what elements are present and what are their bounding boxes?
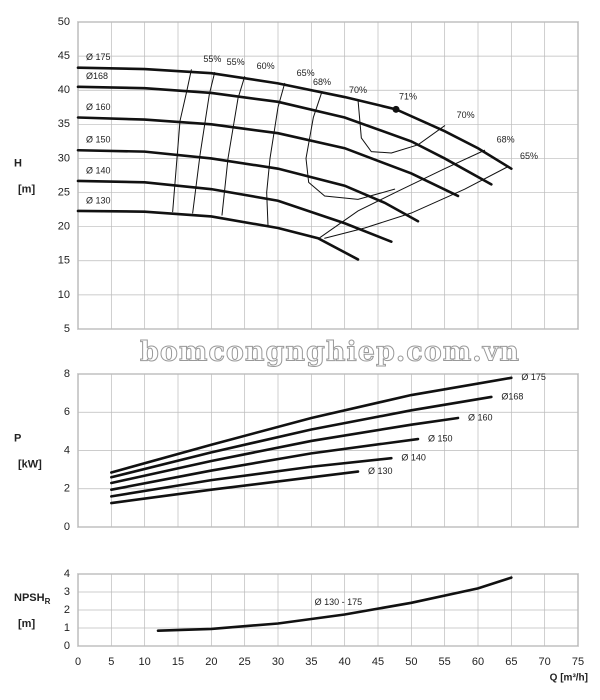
y-tick-label: 15	[58, 255, 70, 267]
y-tick-label: 6	[64, 406, 70, 418]
curve-label: Ø 160	[468, 412, 493, 422]
curve-label: Ø 175	[521, 372, 546, 382]
y-tick-label: 20	[58, 221, 70, 233]
x-tick-label: 10	[139, 656, 151, 668]
y-label-text: NPSH	[14, 592, 45, 604]
efficiency-curve	[324, 166, 509, 239]
curve-label: Ø 175	[86, 52, 111, 62]
curve-label: Ø 150	[428, 433, 453, 443]
y-tick-label: 50	[58, 16, 70, 28]
point-label: 71%	[399, 92, 417, 102]
y-label-sub: R	[45, 597, 51, 606]
y-axis-unit: [m]	[18, 183, 35, 195]
efficiency-label: 70%	[457, 110, 475, 120]
y-tick-label: 40	[58, 84, 70, 96]
best-efficiency-point	[392, 105, 400, 113]
efficiency-curve	[317, 149, 486, 240]
curve-label: Ø 160	[86, 102, 111, 112]
efficiency-label: 55%	[227, 57, 245, 67]
y-tick-label: 10	[58, 289, 70, 301]
y-tick-label: 0	[64, 640, 70, 652]
y-tick-label: 5	[64, 323, 70, 335]
curve	[110, 437, 420, 492]
y-tick-label: 4	[64, 568, 70, 580]
x-tick-label: 40	[339, 656, 351, 668]
x-tick-label: 20	[205, 656, 217, 668]
curve	[76, 209, 360, 261]
x-tick-label: 15	[172, 656, 184, 668]
x-tick-label: 75	[572, 656, 584, 668]
efficiency-label: 55%	[203, 54, 221, 64]
y-label-text: H	[14, 157, 22, 169]
efficiency-label: 68%	[313, 77, 331, 87]
efficiency-curve	[357, 99, 392, 154]
curve	[76, 66, 513, 170]
curve-label: Ø 140	[86, 165, 111, 175]
efficiency-label: 70%	[349, 85, 367, 95]
y-tick-label: 8	[64, 368, 70, 380]
y-tick-label: 1	[64, 622, 70, 634]
curve	[110, 456, 393, 498]
y-label-text: P	[14, 432, 21, 444]
y-tick-label: 3	[64, 586, 70, 598]
efficiency-label: 65%	[297, 68, 315, 78]
x-axis-label: Q [m³/h]	[550, 673, 588, 684]
plot: 0 5 10 15 20 25 30 35 40 45 50 55 60 65 70 75 0 1 2 3 4 NPSHR…	[14, 568, 588, 684]
curve-label: Ø 150	[86, 135, 111, 145]
curve	[76, 85, 493, 186]
efficiency-label: 60%	[257, 61, 275, 71]
curve	[156, 576, 513, 632]
curve	[110, 470, 360, 505]
y-tick-label: 2	[64, 604, 70, 616]
y-axis-label: NPSHR	[14, 592, 51, 606]
y-tick-label: 25	[58, 186, 70, 198]
y-tick-label: 30	[58, 152, 70, 164]
curve	[76, 116, 460, 198]
curve-label: Ø 130 - 175	[315, 597, 363, 607]
curve	[76, 148, 420, 223]
curve	[110, 395, 493, 479]
y-tick-label: 2	[64, 483, 70, 495]
y-tick-label: 45	[58, 50, 70, 62]
x-tick-label: 35	[305, 656, 317, 668]
curve	[110, 376, 513, 474]
x-tick-label: 55	[439, 656, 451, 668]
x-tick-label: 25	[239, 656, 251, 668]
curve-label: Ø168	[501, 391, 523, 401]
y-tick-label: 4	[64, 444, 70, 456]
efficiency-curve	[172, 69, 192, 213]
watermark: bomcongnghiep.com.vn	[140, 337, 520, 368]
y-tick-label: 35	[58, 118, 70, 130]
y-axis-unit: [kW]	[18, 458, 42, 470]
x-tick-label: 5	[108, 656, 114, 668]
curve	[110, 416, 460, 485]
efficiency-label: 65%	[520, 151, 538, 161]
curve-label: Ø 140	[401, 453, 426, 463]
curve-label: Ø 130	[368, 466, 393, 476]
curve	[76, 179, 393, 243]
y-tick-label: 0	[64, 521, 70, 533]
x-tick-label: 70	[539, 656, 551, 668]
x-tick-label: 60	[472, 656, 484, 668]
efficiency-label: 68%	[497, 135, 515, 145]
x-tick-label: 30	[272, 656, 284, 668]
x-tick-label: 0	[75, 656, 81, 668]
y-axis-label: H	[14, 157, 22, 169]
efficiency-curve	[266, 82, 286, 226]
y-axis-label: P	[14, 432, 21, 444]
x-tick-label: 65	[505, 656, 517, 668]
efficiency-curve	[305, 91, 396, 200]
curve-label: Ø168	[86, 71, 108, 81]
y-axis-unit: [m]	[18, 618, 35, 630]
x-tick-label: 45	[372, 656, 384, 668]
curve-label: Ø 130	[86, 195, 111, 205]
x-tick-label: 50	[405, 656, 417, 668]
plot-area	[77, 21, 579, 330]
